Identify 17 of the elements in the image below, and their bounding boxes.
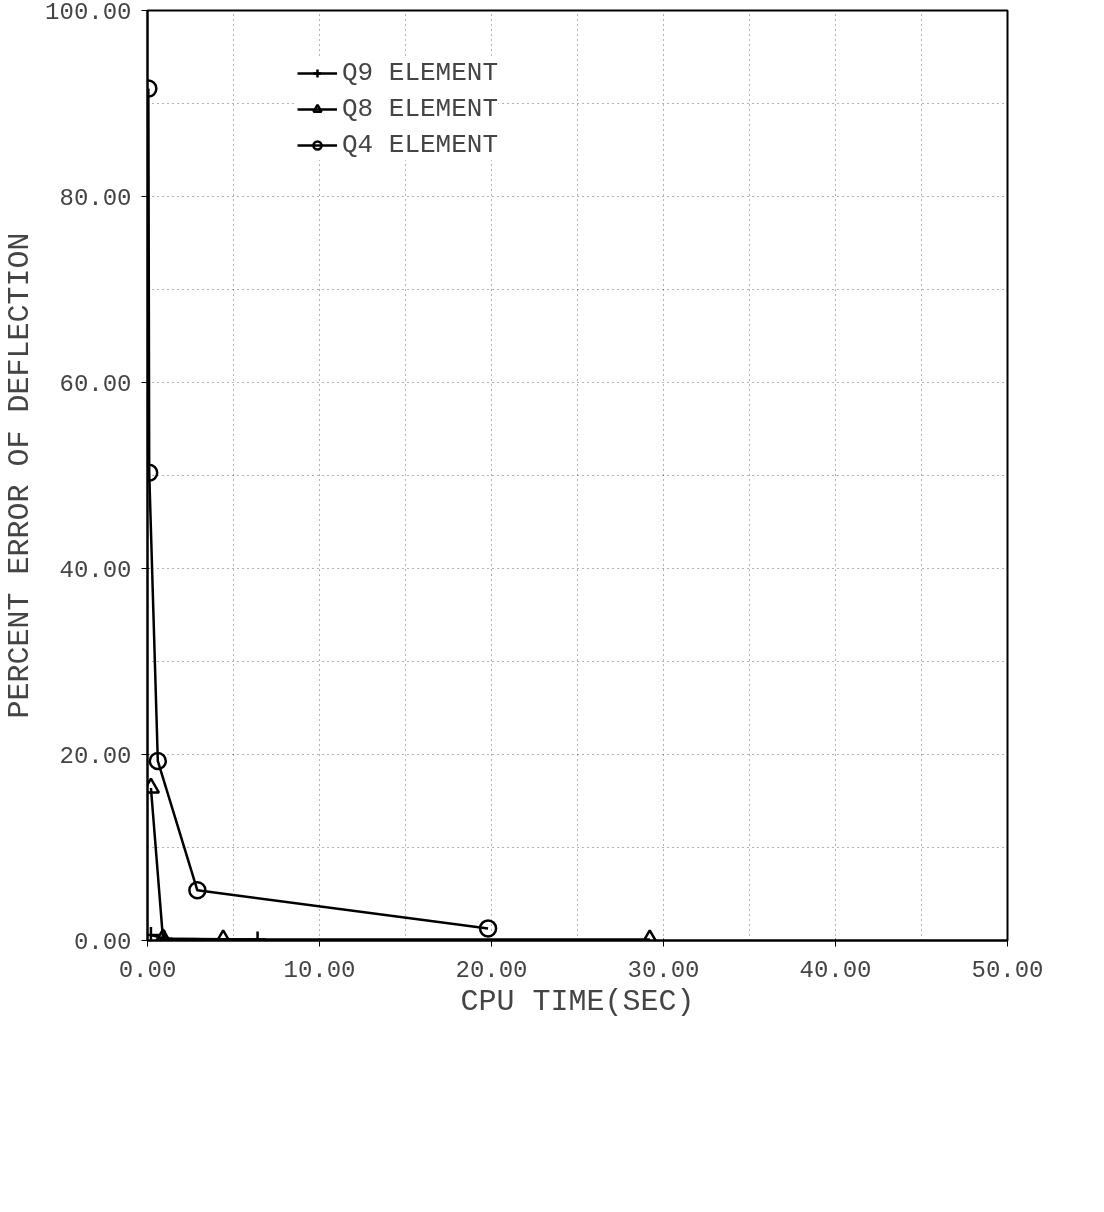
legend-label: Q4 ELEMENT [342, 130, 499, 160]
x-tick-label: 40.00 [799, 956, 872, 984]
x-tick-label: 30.00 [627, 956, 700, 984]
legend-label: Q8 ELEMENT [342, 94, 499, 124]
y-axis-title: PERCENT ERROR OF DEFLECTION [3, 232, 38, 719]
x-tick-label: 20.00 [455, 956, 528, 984]
y-tick-label: 40.00 [59, 556, 132, 584]
legend-label: Q9 ELEMENT [342, 58, 499, 88]
y-tick-label: 20.00 [59, 742, 132, 770]
y-tick-label: 60.00 [59, 370, 132, 398]
y-tick-label: 0.00 [73, 928, 132, 956]
x-axis-title: CPU TIME(SEC) [460, 984, 695, 1019]
y-tick-label: 100.00 [45, 0, 132, 26]
x-tick-label: 0.00 [118, 956, 177, 984]
x-tick-label: 50.00 [971, 956, 1044, 984]
y-tick-label: 80.00 [59, 184, 132, 212]
x-tick-label: 10.00 [283, 956, 356, 984]
